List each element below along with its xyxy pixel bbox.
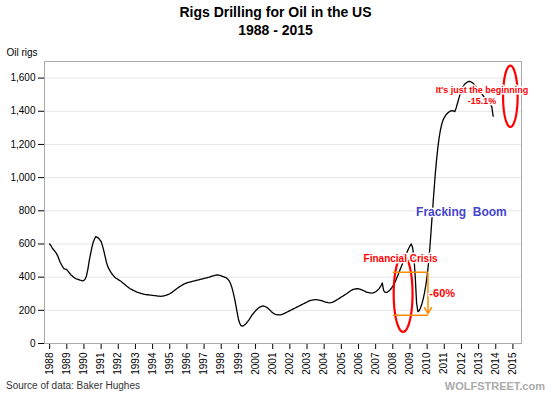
- svg-text:200: 200: [19, 305, 36, 316]
- svg-text:2002: 2002: [284, 352, 295, 375]
- svg-text:2015: 2015: [507, 352, 518, 375]
- svg-text:1997: 1997: [198, 352, 209, 375]
- svg-text:1,600: 1,600: [10, 72, 35, 83]
- svg-text:1991: 1991: [95, 352, 106, 375]
- svg-text:2014: 2014: [490, 352, 501, 375]
- html-text:Source of data: Baker Hughes: Source of data: Baker Hughes: [6, 380, 140, 391]
- svg-text:1999: 1999: [233, 352, 244, 375]
- svg-text:2010: 2010: [421, 352, 432, 375]
- html-text:Rigs Drilling for Oil in the U: Rigs Drilling for Oil in the US: [179, 4, 372, 20]
- svg-text:2012: 2012: [456, 352, 467, 375]
- svg-text:1989: 1989: [61, 352, 72, 375]
- svg-text:2003: 2003: [301, 352, 312, 375]
- svg-text:2000: 2000: [250, 352, 261, 375]
- svg-text:2007: 2007: [370, 352, 381, 375]
- svg-text:2011: 2011: [438, 352, 449, 374]
- svg-text:2005: 2005: [336, 352, 347, 375]
- svg-text:It's just the beginning: It's just the beginning: [436, 85, 529, 95]
- svg-text:1,200: 1,200: [10, 139, 35, 150]
- svg-text:2009: 2009: [404, 352, 415, 375]
- svg-text:1998: 1998: [215, 352, 226, 375]
- svg-text:2006: 2006: [353, 352, 364, 375]
- svg-text:2004: 2004: [318, 352, 329, 375]
- svg-text:1996: 1996: [181, 352, 192, 375]
- svg-text:-60%: -60%: [429, 287, 455, 299]
- svg-text:1993: 1993: [130, 352, 141, 375]
- svg-text:0: 0: [30, 338, 36, 349]
- svg-text:1,000: 1,000: [10, 172, 35, 183]
- svg-text:Financial Crisis: Financial Crisis: [364, 253, 438, 264]
- svg-text:Fracking Boom: Fracking Boom: [416, 205, 507, 219]
- svg-text:Oil rigs: Oil rigs: [7, 47, 38, 58]
- svg-text:-15.1%: -15.1%: [468, 96, 497, 106]
- svg-text:1990: 1990: [78, 352, 89, 375]
- svg-text:800: 800: [19, 205, 36, 216]
- svg-text:2008: 2008: [387, 352, 398, 375]
- svg-text:600: 600: [19, 238, 36, 249]
- svg-text:1,400: 1,400: [10, 105, 35, 116]
- html-text:1988 - 2015: 1988 - 2015: [238, 22, 313, 38]
- html-text:WOLFSTREET.com: WOLFSTREET.com: [444, 380, 545, 392]
- svg-text:1994: 1994: [147, 352, 158, 375]
- svg-text:1988: 1988: [44, 352, 55, 375]
- svg-text:2001: 2001: [267, 352, 278, 375]
- svg-text:400: 400: [19, 271, 36, 282]
- svg-text:1995: 1995: [164, 352, 175, 375]
- svg-text:1992: 1992: [112, 352, 123, 375]
- svg-text:2013: 2013: [473, 352, 484, 375]
